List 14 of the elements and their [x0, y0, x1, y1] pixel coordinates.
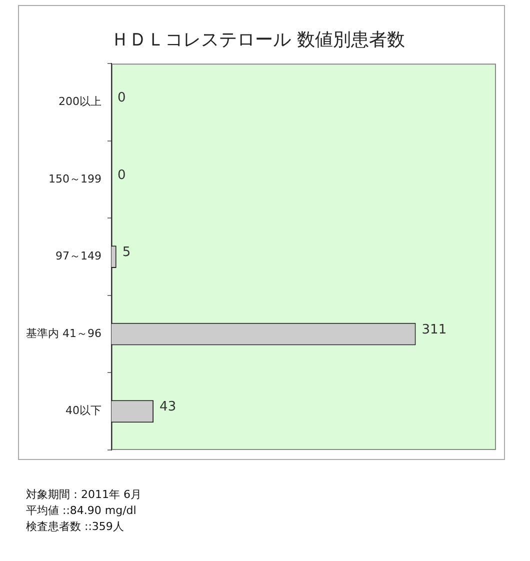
chart-title: ＨＤＬコレステロール 数値別患者数: [111, 29, 405, 50]
y-tick-label: 40以下: [65, 404, 102, 418]
text: 対象期間：2011年 6月: [26, 487, 142, 503]
text: 検査患者数 ::359人: [26, 519, 125, 535]
text: 平均値 ::84.90 mg/dl: [26, 503, 138, 519]
data-label: 0: [117, 90, 126, 106]
data-label: 311: [422, 322, 447, 338]
y-tick-label: 97～149: [55, 250, 102, 263]
data-label: 5: [122, 245, 131, 260]
data-label: 43: [160, 400, 176, 415]
data-label: 0: [117, 168, 126, 183]
y-tick-label: 150～199: [48, 172, 102, 186]
y-tick-label: 基準内 41～96: [26, 326, 102, 340]
y-tick-label: 200以上: [58, 95, 102, 108]
